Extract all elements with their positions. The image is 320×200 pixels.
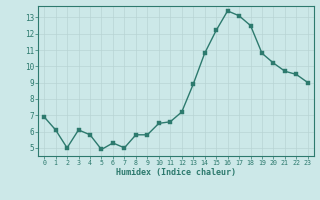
X-axis label: Humidex (Indice chaleur): Humidex (Indice chaleur) [116,168,236,177]
